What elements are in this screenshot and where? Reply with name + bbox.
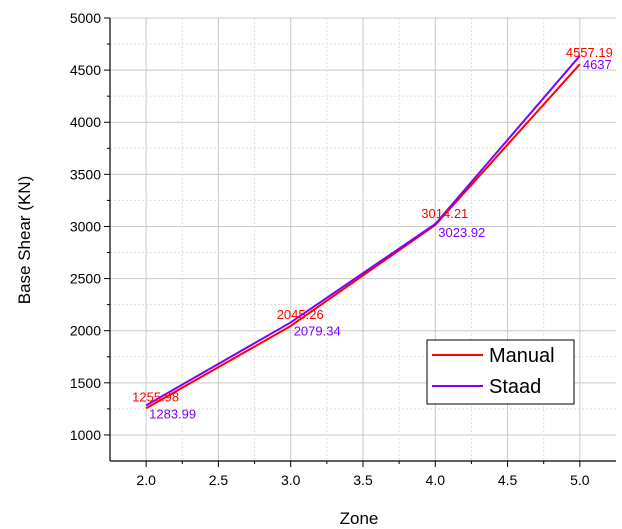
legend: Manual Staad — [426, 339, 575, 405]
grid-lines — [110, 17, 616, 461]
y-tick-label: 2000 — [70, 323, 101, 339]
series-line-manual — [145, 63, 581, 410]
x-axis-title: Zone — [340, 509, 379, 528]
data-labels: 1255.98 2045.26 3014.21 4557.19 1283.99 2079.… — [132, 45, 613, 421]
data-label-staad: 3023.92 — [438, 225, 485, 240]
tick-labels: 2.0 2.5 3.0 3.5 4.0 4.5 5.0 1000 1500 2000 2500 300… — [70, 10, 590, 488]
y-tick-label: 3000 — [70, 218, 101, 234]
data-label-manual: 3014.21 — [421, 206, 468, 221]
y-tick-label: 3500 — [70, 166, 101, 182]
series-lines — [145, 55, 581, 410]
y-tick-label: 4000 — [70, 114, 101, 130]
x-tick-label: 2.5 — [209, 472, 229, 488]
legend-label-manual: Manual — [489, 345, 555, 367]
y-tick-label: 1000 — [70, 427, 101, 443]
axes — [104, 17, 616, 467]
x-tick-label: 4.0 — [426, 472, 446, 488]
x-tick-label: 2.0 — [136, 472, 156, 488]
x-tick-label: 3.0 — [281, 472, 301, 488]
legend-label-staad: Staad — [489, 376, 541, 398]
x-tick-label: 3.5 — [353, 472, 373, 488]
data-label-manual: 4557.19 — [566, 45, 613, 60]
y-tick-label: 1500 — [70, 375, 101, 391]
data-label-manual: 1255.98 — [132, 389, 179, 404]
y-tick-label: 5000 — [70, 10, 101, 26]
y-axis-title: Base Shear (KN) — [15, 176, 34, 305]
y-tick-label: 4500 — [70, 62, 101, 78]
data-label-staad: 1283.99 — [149, 406, 196, 421]
x-tick-label: 4.5 — [498, 472, 518, 488]
data-label-manual: 2045.26 — [277, 307, 324, 322]
y-tick-label: 2500 — [70, 271, 101, 287]
series-line-staad — [145, 55, 581, 407]
legend-box — [426, 339, 575, 405]
data-label-staad: 4637 — [583, 57, 612, 72]
data-label-staad: 2079.34 — [294, 323, 341, 338]
x-tick-label: 5.0 — [570, 472, 590, 488]
